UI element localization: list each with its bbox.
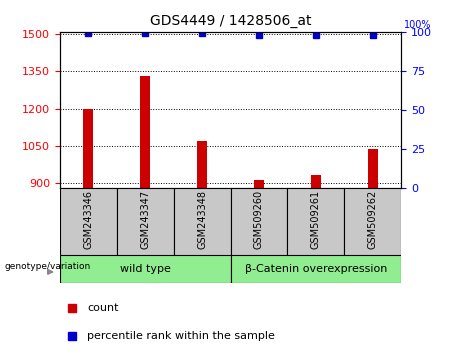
- Text: genotype/variation: genotype/variation: [5, 262, 91, 271]
- Text: wild type: wild type: [120, 264, 171, 274]
- Bar: [117, 188, 174, 255]
- Bar: [60, 255, 230, 283]
- Title: GDS4449 / 1428506_at: GDS4449 / 1428506_at: [150, 14, 311, 28]
- Text: GSM509262: GSM509262: [367, 190, 378, 249]
- Text: GSM243347: GSM243347: [140, 190, 150, 249]
- Text: GSM243346: GSM243346: [83, 190, 94, 249]
- Text: GSM509260: GSM509260: [254, 190, 264, 249]
- Text: count: count: [88, 303, 119, 313]
- Bar: [367, 149, 378, 188]
- Bar: [254, 180, 264, 188]
- Bar: [83, 109, 94, 188]
- Bar: [287, 188, 344, 255]
- Text: percentile rank within the sample: percentile rank within the sample: [88, 331, 275, 341]
- Bar: [60, 188, 117, 255]
- Text: β-Catenin overexpression: β-Catenin overexpression: [245, 264, 387, 274]
- Bar: [311, 175, 321, 188]
- Bar: [230, 188, 287, 255]
- Bar: [344, 188, 401, 255]
- Text: 100%: 100%: [404, 21, 431, 30]
- Bar: [230, 255, 401, 283]
- Text: GSM509261: GSM509261: [311, 190, 321, 249]
- Text: GSM243348: GSM243348: [197, 190, 207, 249]
- Bar: [140, 76, 150, 188]
- Bar: [197, 141, 207, 188]
- Bar: [174, 188, 230, 255]
